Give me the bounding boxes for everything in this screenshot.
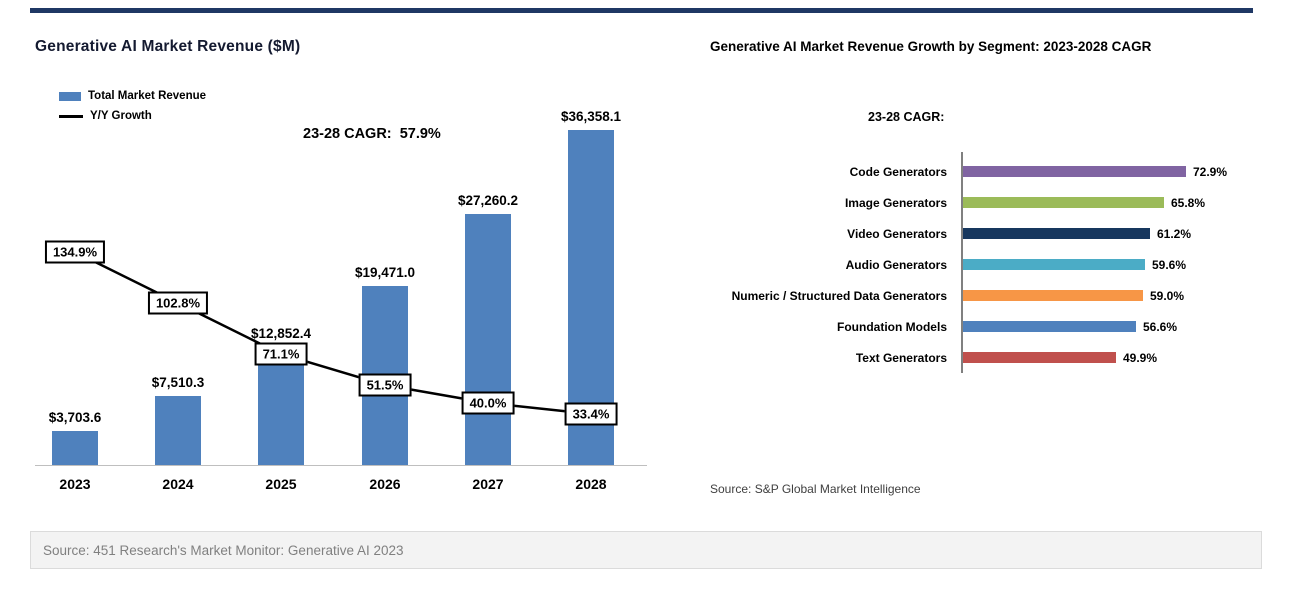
segment-bar bbox=[963, 290, 1143, 301]
segment-value-label: 59.0% bbox=[1150, 288, 1185, 303]
legend-item-growth: Y/Y Growth bbox=[59, 106, 206, 126]
segment-label: Audio Generators bbox=[845, 257, 947, 272]
segment-row: Text Generators 49.9% bbox=[710, 342, 1255, 373]
footer-source-text: Source: 451 Research's Market Monitor: G… bbox=[43, 542, 404, 558]
segment-label: Video Generators bbox=[847, 226, 947, 241]
segment-source-text: Source: S&P Global Market Intelligence bbox=[710, 482, 921, 496]
growth-value-label: 102.8% bbox=[147, 291, 209, 315]
legend-label-revenue: Total Market Revenue bbox=[88, 90, 207, 102]
segment-label: Foundation Models bbox=[837, 319, 947, 334]
segment-chart: Generative AI Market Revenue Growth by S… bbox=[710, 30, 1255, 512]
segment-value-label: 65.8% bbox=[1171, 195, 1206, 210]
bar-value-label: $12,852.4 bbox=[250, 326, 312, 341]
segment-label: Code Generators bbox=[849, 164, 947, 179]
bar-value-label: $27,260.2 bbox=[457, 193, 519, 208]
x-axis-tick-label: 2028 bbox=[575, 476, 607, 492]
segment-bar bbox=[963, 259, 1145, 270]
line-series-swatch-icon bbox=[59, 114, 83, 118]
x-axis-tick-label: 2027 bbox=[472, 476, 504, 492]
segment-value-label: 61.2% bbox=[1157, 226, 1192, 241]
growth-value-label: 40.0% bbox=[461, 391, 515, 415]
x-axis-tick-label: 2024 bbox=[162, 476, 194, 492]
segment-row: Video Generators 61.2% bbox=[710, 218, 1255, 249]
x-axis-tick-label: 2023 bbox=[59, 476, 91, 492]
revenue-bar bbox=[465, 214, 511, 465]
segment-row: Numeric / Structured Data Generators 59.0… bbox=[710, 280, 1255, 311]
segment-bar bbox=[963, 197, 1164, 208]
segment-bar bbox=[963, 228, 1150, 239]
revenue-chart-title: Generative AI Market Revenue ($M) bbox=[35, 38, 301, 55]
legend-label-growth: Y/Y Growth bbox=[90, 110, 152, 122]
segment-rows: Code Generators 72.9% Image Generators 65.8… bbox=[710, 156, 1255, 373]
segment-row: Code Generators 72.9% bbox=[710, 156, 1255, 187]
segment-row: Audio Generators 59.6% bbox=[710, 249, 1255, 280]
revenue-chart: Generative AI Market Revenue ($M) $3,703… bbox=[35, 30, 647, 512]
segment-label: Image Generators bbox=[844, 195, 947, 210]
bar-value-label: $36,358.1 bbox=[560, 109, 622, 124]
growth-value-label: 71.1% bbox=[254, 342, 308, 366]
segment-label: Text Generators bbox=[855, 350, 947, 365]
segment-bar bbox=[963, 352, 1116, 363]
revenue-chart-plot: $3,703.6 2023 $7,510.3 2024 $12,852.4 2025 $19… bbox=[35, 30, 647, 492]
segment-value-label: 59.6% bbox=[1152, 257, 1187, 272]
segment-value-label: 56.6% bbox=[1143, 319, 1178, 334]
growth-value-label: 134.9% bbox=[44, 240, 106, 264]
segment-bar bbox=[963, 321, 1136, 332]
bar-value-label: $19,471.0 bbox=[354, 265, 416, 280]
x-axis-line bbox=[35, 465, 647, 466]
growth-value-label: 51.5% bbox=[358, 373, 412, 397]
bar-value-label: $3,703.6 bbox=[48, 410, 102, 425]
revenue-bar bbox=[52, 431, 98, 465]
footer-source-bar: Source: 451 Research's Market Monitor: G… bbox=[30, 531, 1262, 569]
segment-bar bbox=[963, 166, 1186, 177]
bar-series-swatch-icon bbox=[59, 91, 81, 101]
legend-item-revenue: Total Market Revenue bbox=[59, 86, 206, 106]
x-axis-tick-label: 2026 bbox=[369, 476, 401, 492]
revenue-bar bbox=[155, 396, 201, 465]
segment-row: Foundation Models 56.6% bbox=[710, 311, 1255, 342]
segment-value-label: 72.9% bbox=[1193, 164, 1228, 179]
segment-row: Image Generators 65.8% bbox=[710, 187, 1255, 218]
segment-chart-title: Generative AI Market Revenue Growth by S… bbox=[710, 39, 1152, 54]
growth-value-label: 33.4% bbox=[564, 402, 618, 426]
top-accent-bar bbox=[30, 8, 1253, 13]
revenue-chart-legend: Total Market Revenue Y/Y Growth bbox=[59, 86, 206, 126]
segment-chart-subtitle: 23-28 CAGR: bbox=[868, 110, 945, 124]
x-axis-tick-label: 2025 bbox=[265, 476, 297, 492]
cagr-annotation: 23-28 CAGR: 57.9% bbox=[303, 126, 441, 142]
segment-axis-line bbox=[961, 152, 963, 373]
bar-value-label: $7,510.3 bbox=[151, 375, 205, 390]
segment-label: Numeric / Structured Data Generators bbox=[731, 288, 947, 303]
segment-value-label: 49.9% bbox=[1123, 350, 1158, 365]
